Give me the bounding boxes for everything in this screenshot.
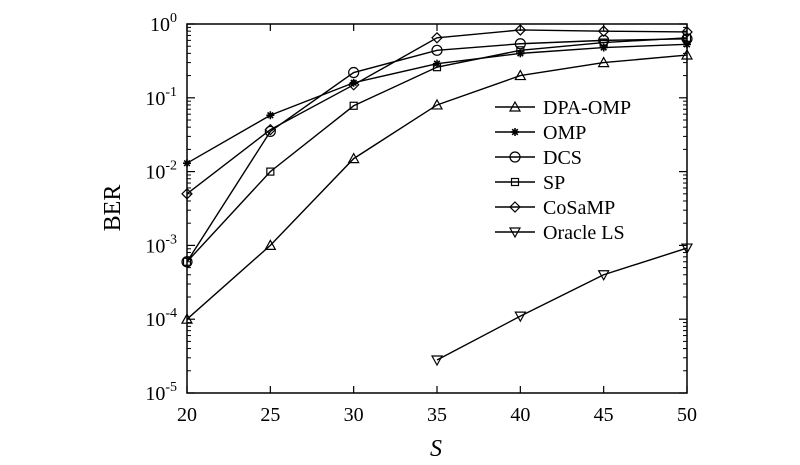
y-tick-label: 10-4 [145, 306, 177, 331]
data-point [348, 66, 360, 79]
data-point [347, 152, 360, 164]
data-point [514, 38, 526, 50]
y-tick-label: 10-2 [145, 159, 177, 184]
series-cosamp [181, 24, 693, 200]
data-point [430, 98, 444, 110]
data-point [514, 24, 527, 36]
data-point [264, 239, 277, 250]
data-point [514, 311, 527, 323]
legend-marker [508, 227, 522, 239]
legend-marker [511, 128, 519, 136]
legend-marker [510, 177, 520, 187]
y-tick-label: 10-3 [145, 232, 177, 257]
legend-marker [509, 201, 521, 213]
data-point [597, 270, 610, 282]
data-point [430, 355, 444, 367]
data-point [597, 56, 610, 68]
data-point [181, 256, 193, 268]
legend-label: SP [543, 172, 565, 194]
x-tick-label: 25 [260, 404, 280, 426]
x-tick-label: 40 [510, 404, 530, 426]
star-stroke [511, 128, 519, 136]
legend-label: CoSaMP [543, 197, 615, 219]
legend-label: DPA-OMP [543, 97, 631, 119]
data-point [516, 46, 525, 55]
legend-label: Oracle LS [543, 222, 625, 244]
plot-axes: 20 25 30 35 40 45 50 100 10-1 10-2 10-3 10-4 10-5 [145, 11, 697, 426]
x-tick-label: 45 [594, 404, 614, 426]
y-tick-label: 100 [150, 11, 177, 36]
data-point [432, 63, 442, 72]
data-point [347, 78, 360, 91]
x-tick-label: 20 [177, 404, 197, 426]
star-stroke [266, 111, 274, 119]
data-point [599, 38, 608, 47]
y-tick-label: 10-5 [145, 380, 177, 405]
series-line [186, 54, 688, 320]
x-axis-label: S [430, 436, 442, 462]
legend-marker [508, 100, 522, 112]
data-point [264, 123, 277, 136]
series-oracle-ls [430, 243, 694, 367]
data-point [266, 111, 275, 120]
data-point [431, 44, 443, 56]
data-point [264, 125, 276, 138]
legend-marker [509, 151, 521, 163]
series-line [186, 29, 688, 195]
data-point [266, 167, 275, 176]
data-point [680, 243, 694, 255]
data-point [180, 312, 194, 324]
data-point [181, 187, 193, 200]
y-axis-label: BER [100, 185, 126, 232]
data-point [514, 69, 527, 81]
x-tick-label: 50 [677, 404, 697, 426]
legend-label: OMP [543, 122, 586, 144]
data-point [682, 33, 692, 42]
data-point [681, 26, 693, 38]
data-point [597, 25, 610, 38]
y-tick-label: 10-1 [145, 85, 177, 110]
star-stroke [183, 159, 191, 167]
series-layer [180, 24, 694, 367]
data-point [183, 159, 191, 168]
data-point [431, 31, 443, 44]
series-line [186, 38, 688, 263]
legend: DPA-OMP OMP DCS SP CoSaMP Oracle LS [495, 97, 631, 244]
series-dpa-omp [180, 48, 694, 324]
series-line [186, 37, 688, 263]
data-point [680, 48, 694, 60]
legend-label: DCS [543, 147, 582, 169]
x-tick-label: 30 [344, 404, 364, 426]
x-tick-label: 35 [427, 404, 447, 426]
data-point [349, 101, 358, 110]
series-sp [182, 33, 692, 266]
series-line [436, 247, 688, 361]
data-point [182, 257, 192, 266]
